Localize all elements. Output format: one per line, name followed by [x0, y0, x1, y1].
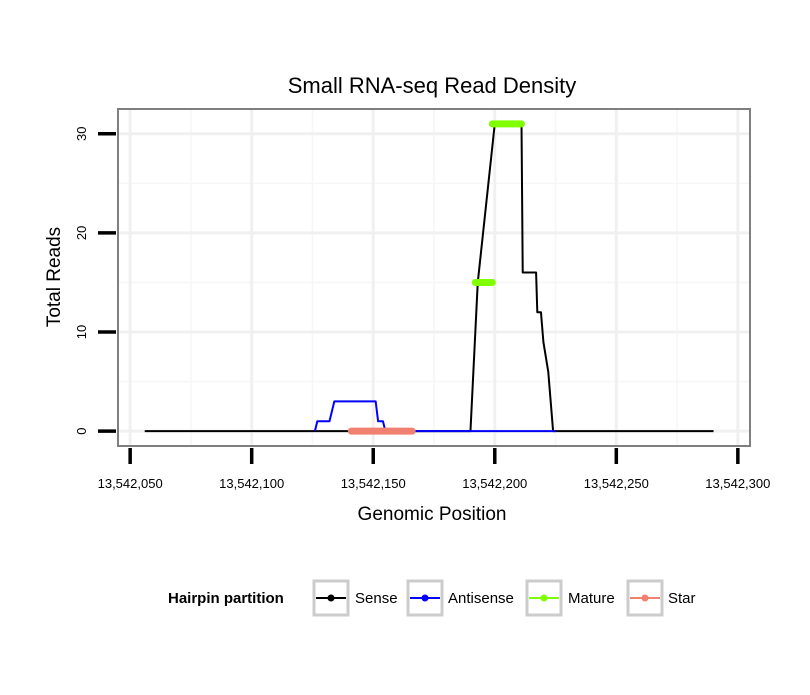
y-axis-title: Total Reads: [44, 227, 65, 327]
plot-border: [117, 108, 751, 447]
x-axis-title: Genomic Position: [358, 504, 507, 525]
legend-label-antisense: Antisense: [448, 590, 514, 607]
x-axis: 13,542,050 13,542,100 13,542,150 13,542,200…: [98, 448, 770, 491]
legend-item-mature: Mature: [525, 579, 615, 617]
legend-item-star: Star: [626, 579, 696, 617]
legend: Hairpin partition Sense Antisense Mature St…: [168, 579, 696, 617]
y-tick-label: 30: [74, 127, 89, 141]
legend-item-sense: Sense: [312, 579, 398, 617]
legend-title: Hairpin partition: [168, 590, 284, 607]
y-axis: 0 10 20 30: [74, 127, 116, 435]
x-tick-label: 13,542,250: [584, 476, 649, 491]
series-sense-line: [144, 122, 714, 433]
data-series: [144, 120, 714, 435]
chart-title: Small RNA-seq Read Density: [288, 73, 577, 98]
legend-dot-mature: [540, 594, 548, 602]
legend-label-star: Star: [668, 590, 696, 607]
x-tick-label: 13,542,100: [219, 476, 284, 491]
x-tick-label: 13,542,300: [705, 476, 770, 491]
y-tick-label: 20: [74, 226, 89, 240]
x-tick-label: 13,542,200: [462, 476, 527, 491]
legend-label-mature: Mature: [568, 590, 615, 607]
legend-dot-antisense: [421, 594, 429, 602]
legend-dot-sense: [327, 594, 335, 602]
x-tick-label: 13,542,050: [98, 476, 163, 491]
legend-dot-star: [641, 594, 649, 602]
y-tick-label: 10: [74, 325, 89, 339]
legend-item-antisense: Antisense: [406, 579, 514, 617]
y-tick-label: 0: [74, 428, 89, 435]
legend-label-sense: Sense: [355, 590, 398, 607]
x-tick-label: 13,542,150: [341, 476, 406, 491]
